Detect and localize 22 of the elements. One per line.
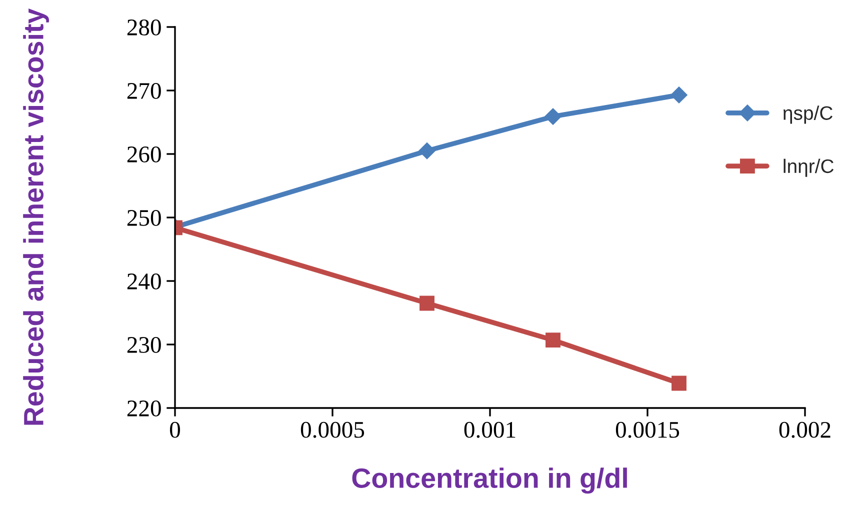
x-axis-title: Concentration in g/dl xyxy=(352,468,627,494)
point xyxy=(670,86,688,104)
x-tick-label: 0 xyxy=(170,422,180,438)
x-tick-label: 0.002 xyxy=(779,422,830,438)
y-tick-label: 220 xyxy=(127,400,161,416)
y-tick-label: 250 xyxy=(127,210,161,226)
point xyxy=(546,332,560,348)
legend-label: ηsp/C xyxy=(783,106,832,124)
point xyxy=(672,376,686,391)
y-tick-label: 280 xyxy=(127,19,161,36)
legend-label: lnηr/C xyxy=(784,158,834,177)
point xyxy=(420,296,434,311)
y-tick-label: 230 xyxy=(127,336,161,353)
y-tick-label: 260 xyxy=(127,146,161,162)
point xyxy=(418,142,436,160)
x-tick-label: 0.0015 xyxy=(616,422,680,438)
point xyxy=(544,108,562,125)
y-tick-label: 240 xyxy=(127,273,161,290)
x-tick-label: 0.001 xyxy=(464,422,516,438)
x-tick-label: 0.0005 xyxy=(300,422,364,438)
y-axis-title: Reduced and inherent viscosity xyxy=(23,8,49,425)
y-tick-label: 270 xyxy=(127,82,161,99)
